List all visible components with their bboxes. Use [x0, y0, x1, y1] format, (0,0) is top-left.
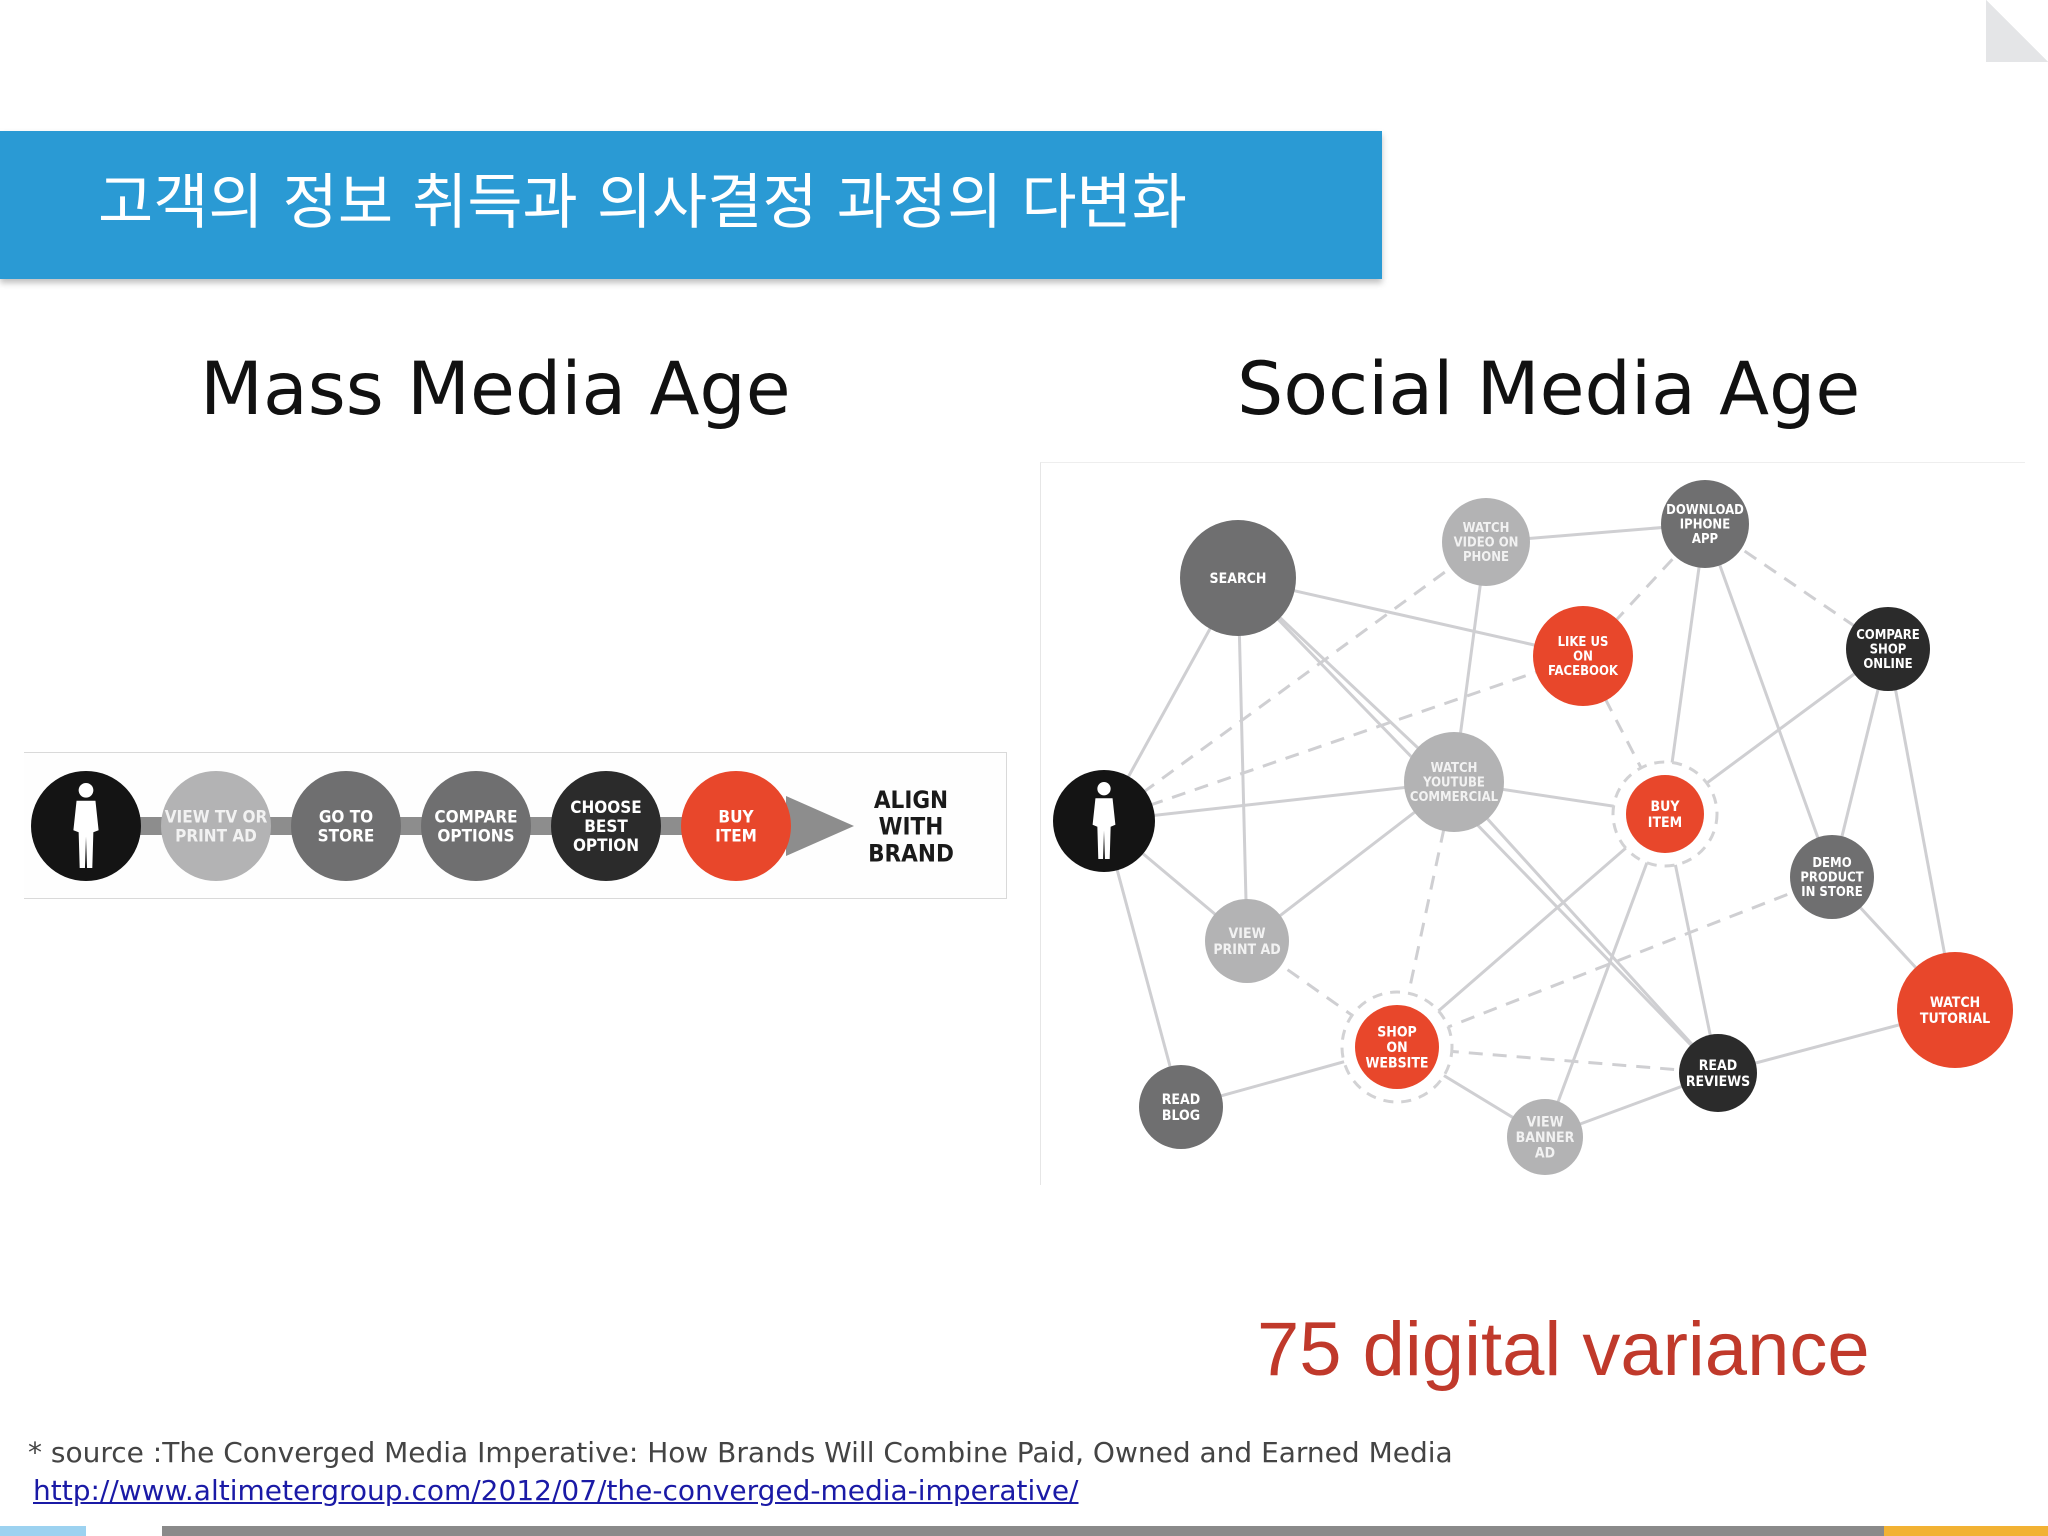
journey-step-label-view-tv: VIEW TV OR PRINT AD [165, 808, 268, 847]
network-edge-compare-shop-watch-tutorial [1886, 648, 1957, 1011]
journey-diagram: VIEW TV OR PRINT AD GO TO STORE COMPARE OPTIO… [31, 771, 954, 881]
network-node-label-watch-youtube: WATCH YOUTUBE COMMERCIAL [1410, 761, 1499, 805]
network-node-label-search: SEARCH [1210, 571, 1267, 587]
mass-media-journey: VIEW TV OR PRINT AD GO TO STORE COMPARE OPTIO… [24, 752, 1007, 899]
network-edge-consumer-watch-youtube [1103, 780, 1455, 823]
network-node-label-view-print: VIEW PRINT AD [1213, 926, 1280, 958]
journey-step-go-store [291, 771, 401, 881]
network-edge-shop-website-buy-item [1396, 812, 1666, 1049]
social-media-heading: Social Media Age [1237, 347, 1861, 432]
network-node-view-print: VIEW PRINT AD [1205, 899, 1289, 983]
title-banner: 고객의 정보 취득과 의사결정 과정의 다변화 [0, 131, 1382, 279]
network-node-label-watch-tutorial: WATCH TUTORIAL [1920, 995, 1990, 1027]
slide-title: 고객의 정보 취득과 의사결정 과정의 다변화 [98, 168, 1187, 238]
journey-arrow [786, 796, 854, 856]
network-node-label-like-facebook: LIKE US ON FACEBOOK [1548, 635, 1619, 679]
network-node-label-download-app: DOWNLOAD IPHONE APP [1666, 503, 1744, 547]
footer-accent-orange [1884, 1526, 2048, 1536]
network-node-watch-video-phone: WATCH VIDEO ON PHONE [1442, 498, 1530, 586]
consumer-silhouette-icon [73, 782, 99, 868]
journey-step-choose [551, 771, 661, 881]
network-node-label-buy-item: BUY ITEM [1648, 799, 1682, 831]
network-node-buy-item: BUY ITEM [1611, 760, 1719, 868]
network-node-shop-website: SHOP ON WEBSITE [1340, 990, 1454, 1104]
journey-step-view-tv [161, 771, 271, 881]
network-node-consumer [1053, 770, 1155, 872]
network-node-search: SEARCH [1180, 520, 1296, 636]
network-edge-search-view-print [1236, 577, 1249, 942]
network-node-label-read-reviews: READ REVIEWS [1686, 1058, 1750, 1090]
network-edge-demo-product-shop-website [1396, 875, 1833, 1049]
journey-step-label-compare: COMPARE OPTIONS [434, 808, 517, 847]
digital-variance-highlight: 75 digital variance [1257, 1307, 1870, 1392]
journey-end-label: ALIGN WITH BRAND [868, 786, 954, 868]
network-edge-buy-item-view-banner [1543, 813, 1667, 1138]
journey-step-label-buy: BUY ITEM [715, 808, 757, 847]
footer-accent-blue [0, 1526, 86, 1536]
network-node-label-view-banner: VIEW BANNER AD [1516, 1114, 1575, 1161]
journey-step-compare [421, 771, 531, 881]
journey-step-label-go-store: GO TO STORE [318, 808, 375, 847]
network-node-like-facebook: LIKE US ON FACEBOOK [1533, 606, 1633, 706]
network-node-watch-tutorial: WATCH TUTORIAL [1897, 952, 2013, 1068]
network-edge-download-app-demo-product [1703, 523, 1834, 878]
network-node-label-compare-shop: COMPARE SHOP ONLINE [1856, 628, 1920, 672]
network-node-label-shop-website: SHOP ON WEBSITE [1365, 1024, 1428, 1071]
network-node-label-watch-video-phone: WATCH VIDEO ON PHONE [1454, 521, 1519, 565]
page-corner-fold [1986, 0, 2048, 62]
source-citation: * source :The Converged Media Imperative… [28, 1436, 1453, 1469]
mass-media-heading: Mass Media Age [200, 347, 791, 432]
journey-step-label-choose: CHOOSE BEST OPTION [570, 798, 642, 856]
journey-step-buy [681, 771, 791, 881]
network-node-demo-product: DEMO PRODUCT IN STORE [1790, 835, 1874, 919]
network-node-watch-youtube: WATCH YOUTUBE COMMERCIAL [1404, 732, 1504, 832]
social-media-network: SEARCH WATCH VIDEO ON PHONE DOWNLOAD IPHONE AP… [1040, 462, 2025, 1185]
network-node-label-demo-product: DEMO PRODUCT IN STORE [1800, 856, 1863, 900]
network-edge-consumer-watch-video-phone [1103, 540, 1487, 823]
network-node-label-read-blog: READ BLOG [1162, 1092, 1201, 1124]
network-node-download-app: DOWNLOAD IPHONE APP [1661, 480, 1749, 568]
network-node-view-banner: VIEW BANNER AD [1507, 1099, 1583, 1175]
network-edge-search-like-facebook [1237, 576, 1584, 658]
network-node-read-blog: READ BLOG [1139, 1065, 1223, 1149]
footer-bar [162, 1526, 1884, 1536]
consumer-silhouette-icon [1092, 782, 1116, 859]
network-edge-consumer-like-facebook [1103, 654, 1584, 823]
network-edge-watch-youtube-read-reviews [1452, 780, 1720, 1075]
source-link[interactable]: http://www.altimetergroup.com/2012/07/th… [33, 1474, 1079, 1507]
network-node-read-reviews: READ REVIEWS [1679, 1034, 1757, 1112]
network-node-compare-shop: COMPARE SHOP ONLINE [1846, 607, 1930, 691]
